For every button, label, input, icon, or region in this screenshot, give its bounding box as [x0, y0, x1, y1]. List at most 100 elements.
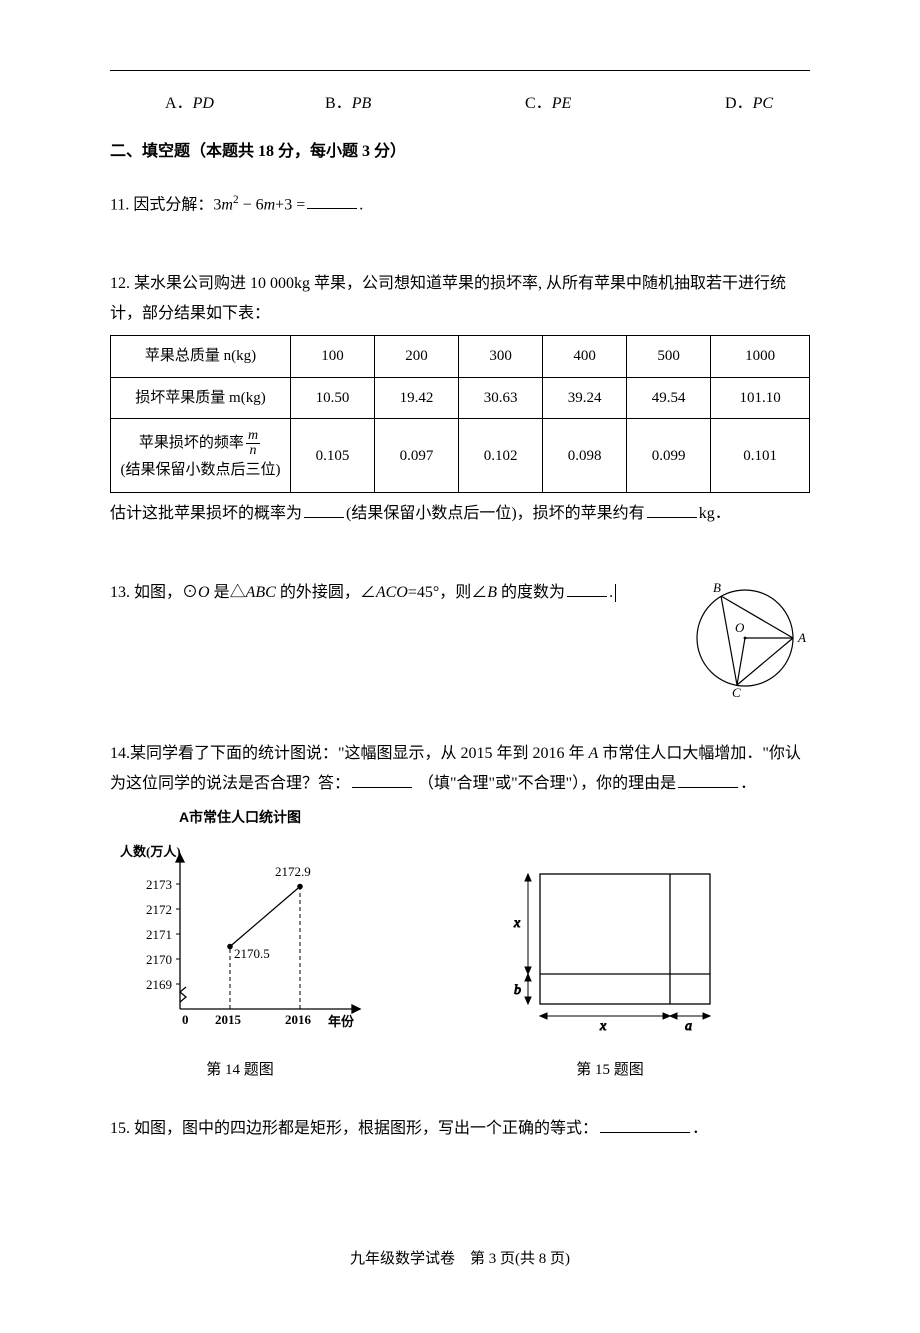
q15-after: ．: [692, 1120, 708, 1137]
q12-frac: mn: [246, 429, 260, 458]
q12-after-unit: kg．: [699, 505, 731, 522]
q14-after: ．: [740, 775, 756, 792]
q12-r3-1: 0.105: [291, 419, 375, 493]
q14-chart-title: A市常住人口统计图: [110, 804, 370, 831]
q12-frac-den: n: [246, 444, 260, 458]
q13-B: B: [487, 584, 497, 601]
option-c-label: C．: [525, 95, 552, 112]
option-b-label: B．: [325, 95, 352, 112]
q12-r2-6: 101.10: [711, 377, 810, 419]
q12-h6: 1000: [711, 336, 810, 378]
q12-r3-head: 苹果损坏的频率mn (结果保留小数点后三位): [111, 419, 291, 493]
q12-h0: 苹果总质量 n(kg): [111, 336, 291, 378]
q12-table: 苹果总质量 n(kg) 100 200 300 400 500 1000 损坏苹…: [110, 335, 810, 493]
question-12: 12. 某水果公司购进 10 000kg 苹果，公司想知道苹果的损坏率, 从所有…: [110, 269, 810, 530]
q13-after: .: [609, 584, 613, 601]
option-c-value: PE: [552, 95, 572, 112]
q13-text: 13. 如图，⊙O 是△ABC 的外接圆，∠ACO=45°，则∠B 的度数为.: [110, 578, 670, 608]
dim-x-v: x: [513, 916, 521, 931]
xtick-2015: 2015: [215, 1012, 242, 1027]
option-d-label: D．: [725, 95, 753, 112]
table-row: 苹果损坏的频率mn (结果保留小数点后三位) 0.105 0.097 0.102…: [111, 419, 810, 493]
question-15: 15. 如图，图中的四边形都是矩形，根据图形，写出一个正确的等式： ．: [110, 1114, 810, 1144]
dim-x-h: x: [599, 1019, 607, 1034]
q12-r2-5: 49.54: [627, 377, 711, 419]
q12-r3-6: 0.101: [711, 419, 810, 493]
label-O: O: [735, 620, 745, 635]
q11-expr-mid: − 6: [239, 196, 264, 213]
q11-blank: [307, 193, 357, 209]
q13-mid3: =45°，则∠: [408, 584, 487, 601]
q12-r2-4: 39.24: [543, 377, 627, 419]
q14-blank1: [352, 772, 412, 788]
q12-after-mid: (结果保留小数点后一位)，损坏的苹果约有: [346, 505, 645, 522]
label-C: C: [732, 685, 741, 698]
q12-after-pre: 估计这批苹果损坏的概率为: [110, 505, 302, 522]
q12-r3-5: 0.099: [627, 419, 711, 493]
xlabel: 年份: [328, 1014, 355, 1029]
circle-diagram: A B C O: [680, 578, 810, 698]
footer-right: 第 3 页(共 8 页): [470, 1251, 570, 1267]
q12-h2: 200: [375, 336, 459, 378]
question-13: 13. 如图，⊙O 是△ABC 的外接圆，∠ACO=45°，则∠B 的度数为. …: [110, 578, 810, 709]
pt-label-2: 2172.9: [275, 864, 311, 879]
table-row: 苹果总质量 n(kg) 100 200 300 400 500 1000: [111, 336, 810, 378]
table-row: 损坏苹果质量 m(kg) 10.50 19.42 30.63 39.24 49.…: [111, 377, 810, 419]
q12-r2-2: 19.42: [375, 377, 459, 419]
q12-after: 估计这批苹果损坏的概率为 (结果保留小数点后一位)，损坏的苹果约有 kg．: [110, 499, 810, 529]
q12-r2-0: 损坏苹果质量 m(kg): [111, 377, 291, 419]
q13-O: O: [198, 584, 210, 601]
q12-blank2: [647, 502, 697, 518]
q11-label: 11. 因式分解：: [110, 196, 213, 213]
q11-after: .: [359, 196, 363, 213]
q12-r3-2: 0.097: [375, 419, 459, 493]
population-chart: 2173 2172 2171 2170 2169: [110, 834, 370, 1034]
question-14: 14.某同学看了下面的统计图说："这幅图显示，从 2015 年到 2016 年 …: [110, 739, 810, 800]
option-a-value: PD: [193, 95, 214, 112]
q12-r2-3: 30.63: [459, 377, 543, 419]
option-b-value: PB: [352, 95, 372, 112]
q14-blank2: [678, 772, 738, 788]
q12-blank1: [304, 502, 344, 518]
figures-row: A市常住人口统计图 2173 2172 2171 2170 21: [110, 804, 810, 1084]
q12-r2-1: 10.50: [291, 377, 375, 419]
svg-text:0: 0: [182, 1012, 189, 1027]
q11-expr-post: +3 =: [275, 196, 305, 213]
option-a-label: A．: [165, 95, 193, 112]
option-d-value: PC: [753, 95, 773, 112]
q15-figure: x b x a 第 15 题图: [500, 854, 720, 1084]
q13-mid2: 的外接圆，∠: [276, 584, 376, 601]
q13-mid1: 是△: [210, 584, 246, 601]
q14-A: A: [589, 745, 599, 762]
option-d: D．PC: [725, 89, 773, 119]
q13-pre: 13. 如图，⊙: [110, 584, 198, 601]
q15-text: 15. 如图，图中的四边形都是矩形，根据图形，写出一个正确的等式：: [110, 1120, 598, 1137]
q14-pre: 14.某同学看了下面的统计图说："这幅图显示，从 2015 年到 2016 年: [110, 745, 589, 762]
text-cursor-icon: [615, 584, 616, 602]
section-2-heading: 二、填空题（本题共 18 分，每小题 3 分）: [110, 137, 810, 167]
q13-mid4: 的度数为: [497, 584, 565, 601]
page: A．PD B．PB C．PE D．PC 二、填空题（本题共 18 分，每小题 3…: [0, 0, 920, 1333]
ytick-2170: 2170: [146, 952, 172, 967]
pt-label-1: 2170.5: [234, 946, 270, 961]
q13-ACO: ACO: [376, 584, 408, 601]
top-rule: [110, 70, 810, 71]
q12-h4: 400: [543, 336, 627, 378]
q12-h5: 500: [627, 336, 711, 378]
q14-hint: （填"合理"或"不合理"），你的理由是: [414, 775, 676, 792]
q13-ABC: ABC: [246, 584, 276, 601]
q11-var2: m: [264, 196, 276, 213]
label-A: A: [797, 630, 806, 645]
dim-a: a: [685, 1019, 692, 1034]
q15-blank: [600, 1117, 690, 1133]
q10-options: A．PD B．PB C．PE D．PC: [110, 89, 810, 119]
q12-r3-sub: (结果保留小数点后三位): [121, 462, 281, 478]
q12-h1: 100: [291, 336, 375, 378]
ylabel: 人数(万人): [120, 844, 181, 859]
ytick-2172: 2172: [146, 902, 172, 917]
xtick-2016: 2016: [285, 1012, 312, 1027]
option-a: A．PD: [165, 89, 325, 119]
ytick-2171: 2171: [146, 927, 172, 942]
page-footer: 九年级数学试卷 第 3 页(共 8 页): [110, 1245, 810, 1274]
q12-h3: 300: [459, 336, 543, 378]
